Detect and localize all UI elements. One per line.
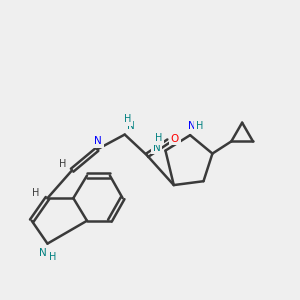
Text: H: H [58,159,66,169]
Text: N: N [188,121,196,130]
Text: H: H [32,188,40,198]
Text: N: N [39,248,47,257]
Text: N: N [127,121,135,131]
Text: N: N [94,136,102,146]
Text: O: O [171,134,179,144]
Text: H: H [155,133,163,143]
Text: N: N [153,142,160,153]
Text: H: H [124,114,131,124]
Text: H: H [196,121,203,130]
Text: H: H [49,252,56,262]
